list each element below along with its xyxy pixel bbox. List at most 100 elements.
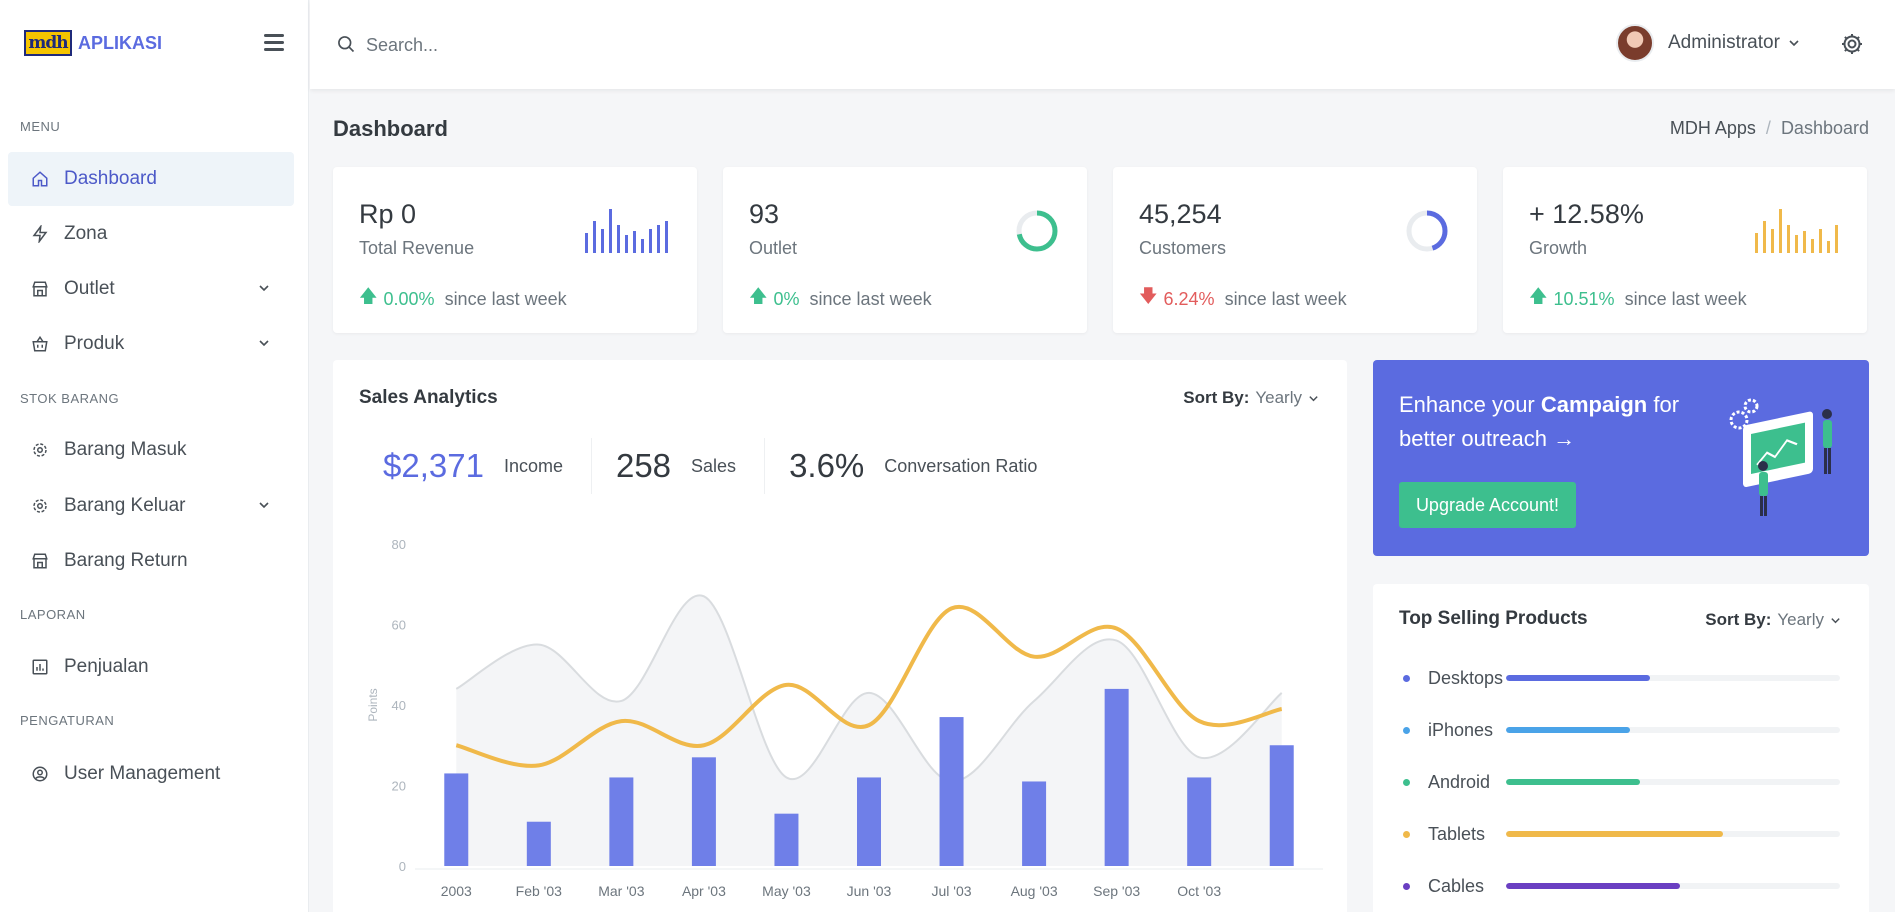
brand[interactable]: mdh APLIKASI [24, 30, 162, 56]
sidebar-item-dashboard[interactable]: Dashboard [8, 152, 294, 206]
arrow-down-icon: 🡇 [1139, 286, 1158, 306]
sidebar-item-user-management[interactable]: User Management [8, 747, 294, 801]
arrow-up-icon: 🡅 [749, 286, 768, 306]
menu-heading: PENGATURAN [20, 713, 115, 728]
menu-heading: MENU [20, 119, 61, 134]
sales-chart: 0 20 40 60 80 Points 2003 Feb '03 Mar '03 Apr '03… [366, 537, 1323, 899]
sort-dropdown[interactable]: Sort By: Yearly [1705, 610, 1841, 630]
product-row: Cables [1403, 876, 1843, 896]
gear-icon [30, 496, 50, 516]
chevron-down-icon [1309, 395, 1318, 401]
sidebar-item-barang-keluar[interactable]: Barang Keluar [8, 479, 294, 533]
stat-value: Rp 0 [359, 199, 417, 229]
chart-bar [1269, 745, 1294, 866]
progress-fill [1506, 727, 1630, 733]
kpi-conversion: 3.6% Conversation Ratio [789, 438, 1065, 494]
bolt-icon [30, 224, 50, 244]
stat-label: Total Revenue [359, 238, 475, 258]
avatar [1616, 24, 1654, 62]
stat-change: 🡇 6.24% since last week [1139, 284, 1347, 314]
y-tick-label: 20 [392, 779, 406, 794]
sidebar-item-zona[interactable]: Zona [8, 207, 294, 261]
stat-card-revenue: Rp 0 Total Revenue 🡅 0.00% since last we… [333, 167, 697, 333]
topbar: Administrator [310, 0, 1895, 89]
y-tick-label: 60 [392, 618, 406, 633]
sort-dropdown[interactable]: Sort By: Yearly [1183, 388, 1319, 408]
chart-bar [857, 777, 881, 866]
user-name: Administrator [1668, 32, 1780, 53]
product-name: Android [1428, 771, 1491, 792]
brand-name: APLIKASI [78, 32, 163, 53]
stat-change-value: 6.24% [1163, 288, 1215, 309]
sidebar-item-label: Produk [64, 333, 125, 354]
x-tick-label: Jun '03 [847, 883, 892, 899]
kpi-label: Conversation Ratio [884, 455, 1038, 476]
product-name: Tablets [1428, 823, 1486, 844]
stat-change-value: 0.00% [383, 288, 435, 309]
menu-heading: STOK BARANG [20, 391, 120, 406]
stat-change: 🡅 0.00% since last week [359, 284, 567, 314]
stat-label: Outlet [749, 238, 798, 258]
stat-change-value: 0% [773, 288, 800, 309]
x-tick-label: Sep '03 [1093, 883, 1140, 899]
product-row: Tablets [1403, 824, 1843, 844]
chevron-down-icon [1831, 617, 1840, 623]
search-icon [338, 36, 355, 53]
product-row: iPhones [1403, 720, 1843, 740]
promo-text-bold: Campaign [1540, 392, 1648, 417]
kpi-sales: 258 Sales [616, 438, 766, 494]
sidebar-item-label: Barang Return [64, 550, 188, 571]
stat-value: 93 [749, 199, 780, 229]
x-tick-label: Apr '03 [682, 883, 726, 899]
campaign-illustration [1729, 398, 1832, 516]
progress-track [1506, 831, 1840, 837]
promo-text-start: Enhance your [1399, 392, 1541, 417]
sidebar-item-label: Barang Keluar [64, 495, 186, 516]
sidebar-item-barang-masuk[interactable]: Barang Masuk [8, 423, 294, 477]
x-tick-label: 2003 [441, 883, 472, 899]
x-tick-label: Feb '03 [516, 883, 562, 899]
mini-bar-chart [1755, 209, 1838, 253]
arrow-up-icon: 🡅 [1529, 286, 1548, 306]
progress-track [1506, 779, 1840, 785]
sidebar-item-outlet[interactable]: Outlet [8, 262, 294, 316]
progress-fill [1506, 883, 1680, 889]
sidebar-item-barang-return[interactable]: Barang Return [8, 534, 294, 588]
x-tick-label: Aug '03 [1011, 883, 1058, 899]
stat-label: Customers [1139, 238, 1227, 258]
chevron-down-icon [259, 340, 269, 347]
sidebar-item-produk[interactable]: Produk [8, 317, 294, 371]
product-row: Desktops [1403, 668, 1843, 688]
x-tick-label: Jul '03 [932, 883, 972, 899]
settings-icon[interactable] [1840, 32, 1864, 56]
promo-text-end: for better outreach → [1399, 392, 1680, 451]
line-series [455, 604, 1283, 768]
breadcrumb-item[interactable]: MDH Apps [1669, 118, 1756, 138]
breadcrumb-current: Dashboard [1780, 118, 1869, 138]
sidebar-item-label: Barang Masuk [64, 439, 187, 460]
progress-fill [1506, 675, 1650, 681]
bullet-icon [1403, 830, 1410, 838]
gear-icon [30, 440, 50, 460]
upgrade-account-button[interactable]: Upgrade Account! [1399, 482, 1576, 528]
y-axis-label: Points [366, 688, 380, 721]
bullet-icon [1403, 674, 1410, 682]
x-tick-label: Oct '03 [1177, 883, 1221, 899]
product-name: iPhones [1428, 719, 1494, 740]
search-input[interactable] [366, 28, 766, 62]
mini-ring-chart [1016, 210, 1058, 252]
sort-value: Yearly [1777, 610, 1824, 629]
bar-chart-icon [30, 657, 50, 677]
sidebar-item-label: Outlet [64, 278, 115, 299]
stat-label: Growth [1529, 238, 1588, 258]
sort-value: Yearly [1255, 388, 1302, 407]
menu-heading: LAPORAN [20, 607, 86, 622]
stat-change-since: since last week [1224, 288, 1347, 309]
stat-change-value: 10.51% [1553, 288, 1615, 309]
chart-bar [609, 777, 634, 866]
sidebar-item-penjualan[interactable]: Penjualan [8, 640, 294, 694]
user-menu[interactable]: Administrator [1616, 24, 1800, 62]
menu-toggle-icon[interactable] [264, 34, 284, 51]
kpi-row: $2,371 Income 258 Sales 3.6% Conversatio… [383, 438, 1089, 494]
product-name: Cables [1428, 875, 1485, 896]
